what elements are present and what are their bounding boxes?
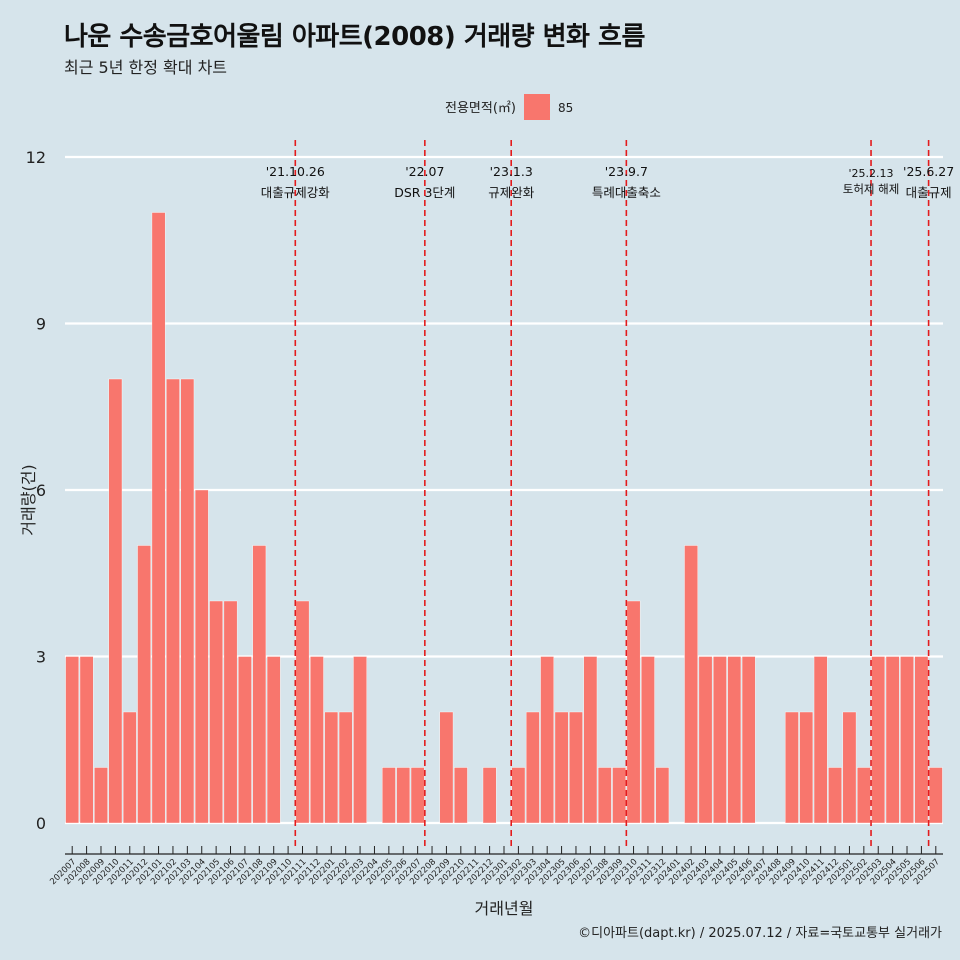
bar-202504 — [885, 656, 900, 824]
bar-202305 — [554, 711, 569, 824]
event-lines: '21.10.26 대출규제강화 '22.07 DSR 3단계 '23.1.3 규제완화 '… — [261, 140, 954, 850]
bar-202311 — [641, 656, 655, 824]
bar-202206 — [396, 767, 411, 824]
event-label-3: 규제완화 — [488, 185, 535, 200]
legend-swatch-85 — [524, 94, 550, 120]
legend-label-85: 85 — [558, 101, 573, 115]
bar-202201 — [324, 711, 339, 824]
bar-202306 — [569, 711, 583, 824]
bar-202502 — [857, 767, 871, 824]
bar-202308 — [597, 767, 612, 824]
bar-202210 — [453, 767, 468, 824]
bar-202309 — [612, 767, 626, 824]
y-tick-label-6: 6 — [36, 481, 46, 500]
bar-202312 — [655, 767, 670, 824]
bar-202411 — [813, 656, 828, 824]
bar-202505 — [900, 656, 914, 824]
bar-202108 — [252, 545, 267, 824]
bar-202409 — [785, 711, 799, 824]
event-label-2: DSR 3단계 — [394, 185, 455, 200]
bar-202506 — [914, 656, 929, 824]
y-tick-label-12: 12 — [26, 148, 46, 167]
event-date-3: '23.1.3 — [490, 164, 533, 179]
legend-title: 전용면적(㎡) — [445, 101, 516, 116]
bar-202109 — [266, 656, 281, 824]
y-axis-title: 거래량(건) — [19, 464, 38, 535]
event-date-1: '21.10.26 — [266, 164, 325, 179]
event-label-5: 토허제 해제 — [843, 182, 900, 196]
y-tick-label-9: 9 — [36, 315, 46, 334]
y-tick-label-0: 0 — [36, 814, 46, 833]
bar-202106 — [223, 600, 238, 824]
bar-202209 — [439, 711, 454, 824]
bar-202112 — [310, 656, 324, 824]
bar-202007 — [65, 656, 80, 824]
event-date-6: '25.6.27 — [903, 164, 954, 179]
event-label-1: 대출규제강화 — [261, 185, 331, 200]
y-tick-label-3: 3 — [36, 648, 46, 667]
bar-202207 — [410, 767, 425, 824]
bar-202107 — [238, 656, 252, 824]
bar-202105 — [209, 600, 223, 824]
bar-202303 — [525, 711, 540, 824]
bar-202212 — [482, 767, 497, 824]
bar-202203 — [353, 656, 367, 824]
bar-202412 — [828, 767, 842, 824]
x-axis: 2020072020082020092020102020112020122021… — [48, 846, 943, 887]
bar-202104 — [194, 489, 209, 824]
event-label-6: 대출규제 — [906, 185, 952, 200]
bar-202410 — [799, 711, 814, 824]
bar-202111 — [295, 600, 310, 824]
bar-202406 — [741, 656, 756, 824]
bar-202011 — [122, 711, 137, 824]
bar-202008 — [79, 656, 94, 824]
bar-202403 — [698, 656, 713, 824]
bar-202202 — [338, 711, 353, 824]
bar-202503 — [871, 656, 886, 824]
y-axis: 0 3 6 9 12 — [26, 148, 46, 833]
bar-202507 — [928, 767, 943, 824]
bar-202205 — [382, 767, 396, 824]
bar-202405 — [727, 656, 742, 824]
x-axis-title: 거래년월 — [475, 899, 534, 918]
bars — [65, 212, 943, 824]
bar-202103 — [180, 378, 195, 824]
bar-202102 — [166, 378, 180, 824]
legend: 전용면적(㎡) 85 — [445, 94, 573, 120]
source-credit: ©디아파트(dapt.kr) / 2025.07.12 / 자료=국토교통부 실… — [578, 926, 942, 941]
bar-202010 — [108, 378, 123, 824]
event-date-2: '22.07 — [405, 164, 444, 179]
event-date-4: '23.9.7 — [605, 164, 648, 179]
bar-202012 — [137, 545, 151, 824]
event-label-4: 특례대출축소 — [592, 185, 661, 200]
event-date-5: '25.2.13 — [849, 167, 894, 180]
bar-202307 — [583, 656, 598, 824]
bar-202009 — [94, 767, 108, 824]
chart-title: 나운 수송금호어울림 아파트(2008) 거래량 변화 흐름 — [64, 22, 645, 52]
bar-202304 — [540, 656, 555, 824]
chart-subtitle: 최근 5년 한정 확대 차트 — [64, 58, 228, 77]
bar-202404 — [713, 656, 727, 824]
bar-202101 — [151, 212, 166, 824]
bar-202501 — [842, 711, 857, 824]
bar-202402 — [684, 545, 698, 824]
bar-202302 — [511, 767, 526, 824]
bar-202310 — [626, 600, 641, 824]
